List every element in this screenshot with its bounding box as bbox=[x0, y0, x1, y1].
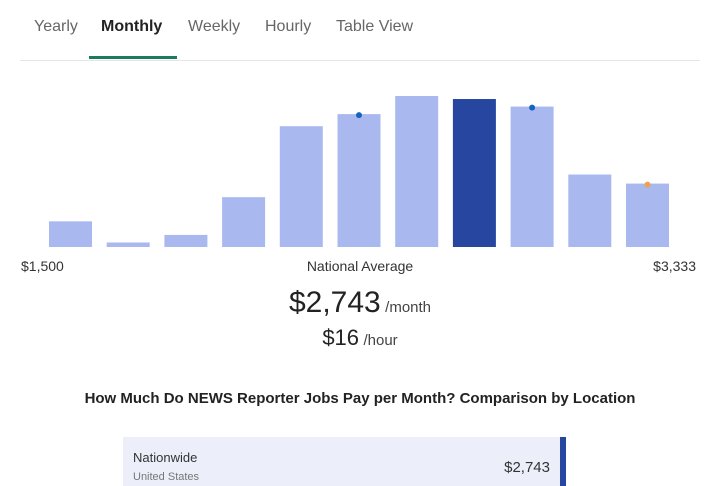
x-max-label: $3,333 bbox=[653, 258, 696, 274]
comparison-title: How Much Do NEWS Reporter Jobs Pay per M… bbox=[84, 390, 636, 407]
location-country: United States bbox=[133, 471, 200, 483]
hourly-amount: $16 bbox=[322, 325, 360, 350]
tab-weekly[interactable]: Weekly bbox=[188, 18, 241, 35]
monthly-salary: $2,743 /month bbox=[0, 286, 720, 320]
tab-monthly[interactable]: Monthly bbox=[101, 18, 163, 35]
histogram-bar[interactable] bbox=[568, 174, 612, 247]
tab-bar: Yearly Monthly Weekly Hourly Table View bbox=[20, 0, 700, 61]
location-row[interactable]: Nationwide United States $2,743 bbox=[123, 437, 566, 486]
histogram-bar[interactable] bbox=[395, 96, 439, 247]
monthly-unit: /month bbox=[385, 299, 432, 316]
national-average-label: National Average bbox=[306, 258, 414, 274]
monthly-amount: $2,743 bbox=[288, 286, 381, 319]
bar-marker bbox=[529, 104, 536, 111]
histogram-bar[interactable] bbox=[510, 106, 554, 247]
x-min-label: $1,500 bbox=[21, 258, 64, 274]
hourly-salary: $16 /hour bbox=[0, 325, 720, 351]
location-name: Nationwide bbox=[133, 450, 198, 465]
tab-yearly[interactable]: Yearly bbox=[34, 18, 78, 35]
histogram-bar[interactable] bbox=[164, 234, 208, 247]
tab-hourly[interactable]: Hourly bbox=[265, 18, 312, 35]
tab-table-view[interactable]: Table View bbox=[336, 18, 414, 35]
location-value: $2,743 bbox=[504, 459, 550, 476]
histogram-bar[interactable] bbox=[626, 183, 669, 247]
histogram-bar[interactable] bbox=[49, 221, 92, 247]
histogram-bar[interactable] bbox=[452, 99, 496, 247]
hourly-unit: /hour bbox=[363, 332, 398, 349]
bar-marker bbox=[356, 112, 362, 119]
salary-histogram bbox=[49, 96, 669, 247]
histogram-bar[interactable] bbox=[337, 114, 381, 247]
histogram-bar[interactable] bbox=[279, 126, 323, 247]
bar-marker bbox=[644, 181, 651, 188]
active-tab-indicator bbox=[89, 56, 177, 59]
histogram-bar[interactable] bbox=[106, 242, 150, 247]
histogram-bar[interactable] bbox=[222, 197, 266, 247]
